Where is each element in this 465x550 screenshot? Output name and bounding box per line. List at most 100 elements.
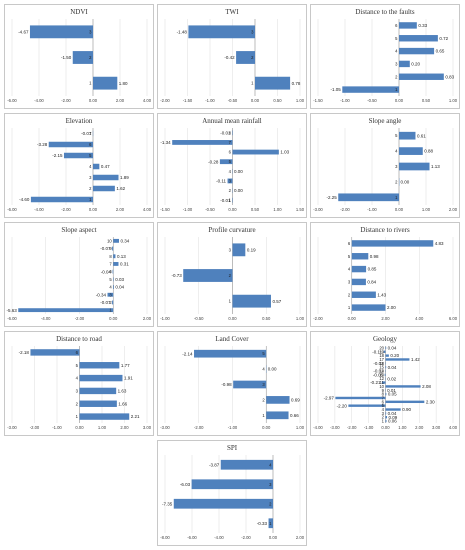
value-label: 0.98 <box>370 254 379 259</box>
category-label: 1 <box>395 195 398 200</box>
category-label: 1 <box>395 87 398 92</box>
chart-title: Slope angle <box>369 117 402 125</box>
category-label: 1 <box>251 81 254 86</box>
bar-4 <box>220 459 273 470</box>
chart-panel-twi: TWI -2.00 -1.50 -1.00 -0.50 0.00 0.50 1.00 1 0.78… <box>157 4 307 109</box>
x-tick-label: 0.00 <box>395 98 404 103</box>
bar-10 <box>113 238 119 243</box>
bar-2 <box>351 291 376 298</box>
x-tick-label: 0.00 <box>251 98 260 103</box>
bar-1 <box>30 196 93 203</box>
bar-4 <box>351 265 367 273</box>
category-label: 2 <box>348 292 351 297</box>
chart-svg-land-cover: Land Cover -3.00 -2.00 -1.00 0.00 1.00 1 0.66 2 0… <box>160 335 305 430</box>
bar-1 <box>232 294 271 308</box>
category-label: 6 <box>395 23 398 28</box>
value-label: 2.08 <box>422 384 431 389</box>
x-tick-label: -3.00 <box>160 425 170 430</box>
x-tick-label: -0.50 <box>367 98 377 103</box>
x-tick-label: -6.00 <box>7 98 17 103</box>
x-tick-label: -6.00 <box>7 207 17 212</box>
category-label: 4 <box>395 49 398 54</box>
value-label: -2.14 <box>182 351 193 356</box>
value-label: -7.35 <box>162 501 173 506</box>
category-label: 19 <box>379 349 384 354</box>
bar-3 <box>79 387 117 395</box>
bar-10 <box>385 385 421 388</box>
bar-2 <box>266 396 290 404</box>
category-label: 4 <box>109 285 112 290</box>
value-label: 0.05 <box>388 392 397 397</box>
bar-5 <box>351 253 369 260</box>
value-label: 0.00 <box>234 188 243 193</box>
category-label: 2 <box>251 55 254 60</box>
value-label: -4.60 <box>19 197 30 202</box>
category-label: 3 <box>251 29 254 34</box>
value-label: 0.72 <box>439 36 448 41</box>
category-label: 2 <box>229 273 232 278</box>
bar-7 <box>335 396 386 400</box>
x-tick-label: 2.00 <box>116 207 125 212</box>
category-label: 1 <box>229 299 232 304</box>
x-tick-label: 0.50 <box>262 316 271 321</box>
bar-3 <box>29 25 93 39</box>
x-tick-label: -2.00 <box>340 207 350 212</box>
bar-11 <box>381 381 386 384</box>
category-label: 5 <box>395 36 398 41</box>
value-label: 4.83 <box>435 241 444 246</box>
category-label: 6 <box>109 269 112 274</box>
value-label: -4.67 <box>18 29 29 34</box>
category-label: 4 <box>229 169 232 174</box>
x-tick-label: 1.00 <box>273 207 282 212</box>
bar-3 <box>385 412 387 415</box>
x-tick-label: 0.00 <box>109 316 118 321</box>
category-label: 10 <box>379 384 384 389</box>
x-tick-label: -2.00 <box>61 207 71 212</box>
category-label: 2 <box>76 401 79 406</box>
bar-15 <box>385 365 387 369</box>
category-label: 1 <box>89 81 92 86</box>
bar-3 <box>233 380 267 389</box>
x-tick-label: -1.00 <box>367 207 377 212</box>
x-tick-label: -2.00 <box>61 98 71 103</box>
category-label: 1 <box>348 305 351 310</box>
value-label: -1.34 <box>160 140 171 145</box>
value-label: 1.03 <box>280 150 289 155</box>
value-label: 0.00 <box>268 367 277 372</box>
x-tick-label: 6.00 <box>449 316 458 321</box>
category-label: 2 <box>89 186 92 191</box>
value-label: 2.21 <box>131 414 140 419</box>
category-label: 6 <box>76 350 79 355</box>
category-label: 2 <box>89 55 92 60</box>
x-tick-label: 0.50 <box>422 98 431 103</box>
chart-panel-distance-to-rivers: Distance to rivers -2.00 0.00 2.00 4.00 6.00 1… <box>310 222 460 327</box>
bar-5 <box>399 35 438 42</box>
value-label: 0.04 <box>388 346 397 351</box>
chart-panel-distance-to-the-faults: Distance to the faults -1.50 -1.00 -0.50 0.0… <box>310 4 460 109</box>
bar-1 <box>79 413 130 420</box>
x-tick-label: 2.00 <box>120 425 129 430</box>
category-label: 9 <box>382 388 385 393</box>
x-tick-label: -2.00 <box>75 316 85 321</box>
category-label: 10 <box>107 238 112 243</box>
category-label: 4 <box>89 164 92 169</box>
value-label: 1.62 <box>116 186 125 191</box>
value-label: 0.02 <box>387 376 396 381</box>
x-tick-label: -4.00 <box>34 98 44 103</box>
value-label: -2.20 <box>337 403 348 408</box>
bar-6 <box>385 400 425 404</box>
chart-panel-spi: SPI -8.00 -6.00 -4.00 -2.00 0.00 2.00 1 -0.33 2 -7… <box>157 440 307 546</box>
value-label: -0.11 <box>372 349 382 354</box>
category-label: 2 <box>395 74 398 79</box>
value-label: -0.07 <box>100 300 111 305</box>
chart-title: Annual mean rainfall <box>202 117 262 125</box>
chart-title: Distance to rivers <box>360 226 410 234</box>
value-label: 0.31 <box>120 262 129 267</box>
category-label: 3 <box>382 411 385 416</box>
category-label: 3 <box>89 175 92 180</box>
value-label: 0.06 <box>388 419 397 424</box>
value-label: 0.01 <box>387 388 396 393</box>
bar-5 <box>399 131 416 140</box>
bar-2 <box>79 400 117 407</box>
bar-20 <box>385 346 387 350</box>
